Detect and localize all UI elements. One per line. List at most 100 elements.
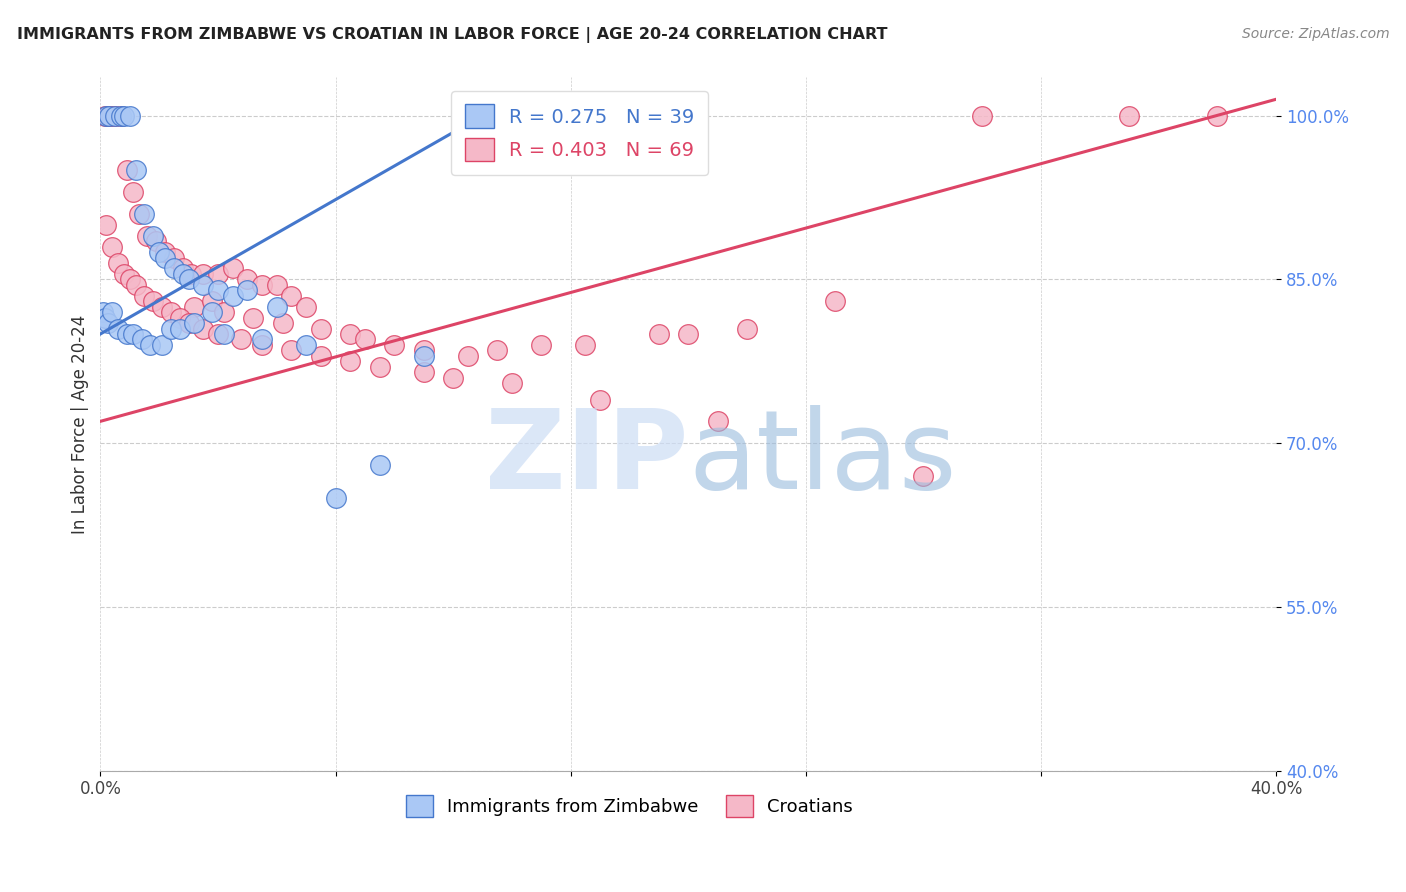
Point bbox=[131, 333, 153, 347]
Point bbox=[412, 365, 434, 379]
Point bbox=[101, 240, 124, 254]
Point bbox=[486, 343, 509, 358]
Point bbox=[183, 316, 205, 330]
Point bbox=[101, 305, 124, 319]
Point bbox=[412, 349, 434, 363]
Point bbox=[354, 333, 377, 347]
Legend: Immigrants from Zimbabwe, Croatians: Immigrants from Zimbabwe, Croatians bbox=[398, 788, 860, 824]
Point bbox=[1118, 109, 1140, 123]
Point bbox=[148, 245, 170, 260]
Point bbox=[136, 228, 159, 243]
Point bbox=[912, 469, 935, 483]
Point bbox=[280, 343, 302, 358]
Point bbox=[169, 310, 191, 325]
Point bbox=[121, 326, 143, 341]
Point bbox=[530, 338, 553, 352]
Point bbox=[236, 283, 259, 297]
Point bbox=[177, 272, 200, 286]
Point bbox=[221, 289, 243, 303]
Point bbox=[124, 277, 146, 292]
Text: atlas: atlas bbox=[688, 405, 956, 512]
Point bbox=[309, 321, 332, 335]
Point bbox=[97, 316, 120, 330]
Point bbox=[121, 185, 143, 199]
Point bbox=[676, 326, 699, 341]
Point bbox=[134, 289, 156, 303]
Point bbox=[150, 300, 173, 314]
Point bbox=[295, 338, 318, 352]
Point bbox=[104, 109, 127, 123]
Point bbox=[107, 256, 129, 270]
Point bbox=[242, 310, 264, 325]
Point bbox=[107, 321, 129, 335]
Point bbox=[201, 294, 224, 309]
Point bbox=[735, 321, 758, 335]
Point bbox=[153, 251, 176, 265]
Point bbox=[266, 300, 288, 314]
Point bbox=[110, 109, 132, 123]
Y-axis label: In Labor Force | Age 20-24: In Labor Force | Age 20-24 bbox=[72, 315, 89, 533]
Point bbox=[169, 321, 191, 335]
Point bbox=[207, 267, 229, 281]
Point bbox=[457, 349, 479, 363]
Point bbox=[115, 163, 138, 178]
Point bbox=[339, 354, 361, 368]
Point bbox=[266, 277, 288, 292]
Point bbox=[231, 333, 253, 347]
Point bbox=[134, 207, 156, 221]
Point bbox=[412, 343, 434, 358]
Point bbox=[172, 267, 194, 281]
Text: IMMIGRANTS FROM ZIMBABWE VS CROATIAN IN LABOR FORCE | AGE 20-24 CORRELATION CHAR: IMMIGRANTS FROM ZIMBABWE VS CROATIAN IN … bbox=[17, 27, 887, 43]
Point bbox=[94, 310, 117, 325]
Point bbox=[706, 414, 728, 428]
Point bbox=[172, 261, 194, 276]
Point bbox=[325, 491, 347, 505]
Point bbox=[180, 267, 202, 281]
Point bbox=[98, 109, 121, 123]
Point bbox=[339, 326, 361, 341]
Point bbox=[183, 300, 205, 314]
Point bbox=[115, 326, 138, 341]
Point bbox=[112, 267, 135, 281]
Point bbox=[271, 316, 294, 330]
Point bbox=[212, 326, 235, 341]
Point bbox=[193, 321, 215, 335]
Point bbox=[104, 109, 127, 123]
Point bbox=[193, 277, 215, 292]
Point bbox=[207, 283, 229, 297]
Text: Source: ZipAtlas.com: Source: ZipAtlas.com bbox=[1241, 27, 1389, 41]
Point bbox=[145, 234, 167, 248]
Point bbox=[142, 294, 165, 309]
Point bbox=[112, 109, 135, 123]
Point bbox=[201, 305, 224, 319]
Point bbox=[212, 305, 235, 319]
Point bbox=[139, 338, 162, 352]
Point bbox=[250, 338, 273, 352]
Point bbox=[648, 326, 671, 341]
Point bbox=[118, 272, 141, 286]
Point bbox=[94, 109, 117, 123]
Point bbox=[280, 289, 302, 303]
Point bbox=[160, 321, 183, 335]
Point bbox=[153, 245, 176, 260]
Point bbox=[193, 267, 215, 281]
Point bbox=[382, 338, 405, 352]
Point bbox=[128, 207, 150, 221]
Point bbox=[177, 316, 200, 330]
Point bbox=[163, 251, 186, 265]
Point bbox=[589, 392, 612, 407]
Point bbox=[124, 163, 146, 178]
Point bbox=[236, 272, 259, 286]
Point bbox=[91, 305, 114, 319]
Point bbox=[250, 277, 273, 292]
Point bbox=[368, 458, 391, 472]
Point bbox=[97, 109, 120, 123]
Point bbox=[118, 109, 141, 123]
Point bbox=[150, 338, 173, 352]
Point bbox=[207, 326, 229, 341]
Point bbox=[368, 359, 391, 374]
Point bbox=[96, 109, 118, 123]
Point bbox=[1206, 109, 1229, 123]
Point bbox=[824, 294, 846, 309]
Point bbox=[221, 261, 243, 276]
